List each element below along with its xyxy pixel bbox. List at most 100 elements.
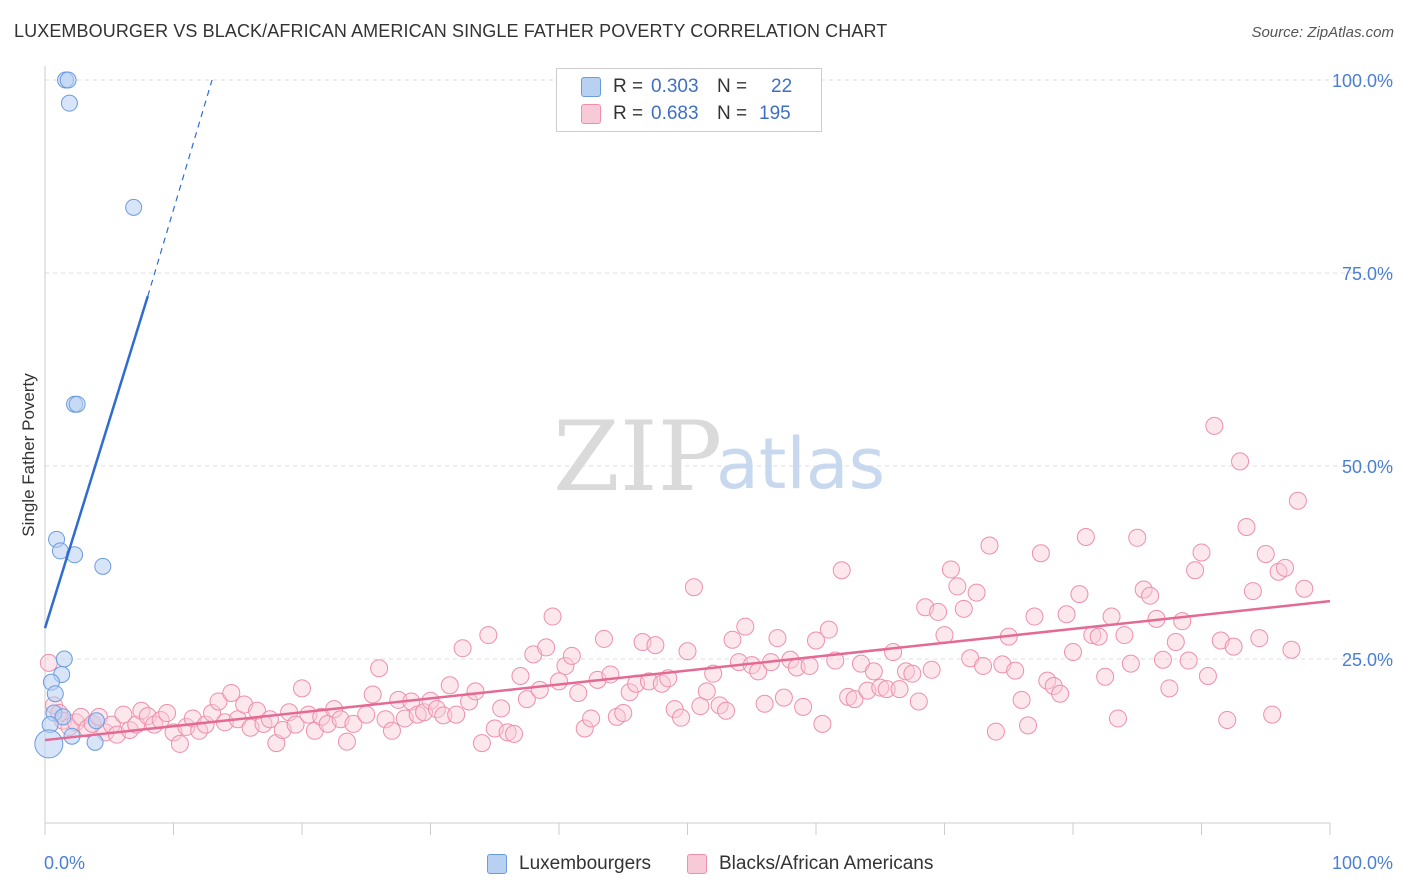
black-point [884,643,903,662]
black-point [871,678,890,697]
black-point [466,682,485,701]
black-point [1198,666,1217,685]
x-tick-label-max: 100.0% [1332,853,1393,873]
black-point [864,662,883,681]
black-point [1044,677,1063,696]
black-point [248,701,267,720]
black-point [1076,528,1095,547]
black-point [170,734,189,753]
black-point [1288,491,1307,510]
black-point [723,630,742,649]
black-point [363,685,382,704]
black-point [337,732,356,751]
legend-swatch-luxembourgers [581,77,601,97]
black-point [1006,661,1025,680]
black-point [697,682,716,701]
black-point [755,694,774,713]
black-point [672,708,691,727]
tick-labels: 25.0% 50.0% 75.0% 100.0% 0.0% 100.0% [44,71,1393,873]
black-point [1070,585,1089,604]
black-point [614,704,633,723]
black-point [768,629,787,648]
black-point [813,714,832,733]
black-point [537,638,556,657]
watermark-zip: ZIP [553,401,722,513]
legend-row-blacks: R = 0.683 N = 195 [581,101,791,127]
legend-r-value: 0.303 [651,76,699,97]
black-point [948,577,967,596]
black-point [556,656,575,675]
x-tick-label-min: 0.0% [44,853,85,873]
black-point [594,629,613,648]
black-point [1282,640,1301,659]
black-point [1205,416,1224,435]
bottom-legend-luxembourgers: Luxembourgers [487,852,651,876]
black-point [1276,558,1295,577]
black-point [505,724,524,743]
black-point [832,561,851,580]
black-point [980,536,999,555]
black-point [909,692,928,711]
black-point [794,697,813,716]
black-point [954,599,973,618]
luxembourger-trend-line [43,295,149,629]
y-tick-label: 50.0% [1342,457,1393,477]
black-point [492,699,511,718]
legend-swatch-blacks [581,104,601,124]
black-point [440,676,459,695]
black-trend-line [44,599,1331,742]
black-point [114,705,133,724]
black-point [845,690,864,709]
black-point [286,715,305,734]
legend-r-label: R = [613,103,644,124]
black-point [1115,626,1134,645]
black-point [453,639,472,658]
black-point [569,683,588,702]
black-point [1102,607,1121,626]
black-point [736,617,755,636]
bottom-swatch-blacks [687,854,707,874]
black-point [376,710,395,729]
black-point [903,664,922,683]
black-point [922,660,941,679]
black-point [158,704,177,723]
black-point [447,705,466,724]
black-point [1096,667,1115,686]
black-point [357,705,376,724]
black-point [479,626,498,645]
black-point [562,646,581,665]
black-point [39,653,58,672]
black-point [1218,710,1237,729]
black-point [575,719,594,738]
black-point [582,709,601,728]
luxembourger-point [59,71,77,89]
trend-lines [43,79,1331,742]
y-tick-label: 100.0% [1332,71,1393,91]
chart-title: LUXEMBOURGER VS BLACK/AFRICAN AMERICAN S… [14,21,888,41]
black-point [511,666,530,685]
black-point [1051,684,1070,703]
black-point [1166,633,1185,652]
black-point [550,672,568,691]
black-point [344,714,363,733]
y-tick-label: 75.0% [1342,264,1393,284]
black-point [1153,650,1172,669]
black-point [974,656,993,675]
bottom-swatch-luxembourgers [487,854,507,874]
legend-n-value: 22 [771,76,793,97]
black-point [1179,651,1198,670]
black-point [1108,709,1127,728]
black-point [1231,452,1250,471]
bottom-legend-blacks: Blacks/African Americans [687,852,933,876]
axes [44,66,1331,835]
black-point [1019,716,1038,735]
black-point [684,578,703,597]
black-point [434,706,453,725]
black-point [517,690,536,709]
luxembourger-point [55,650,73,668]
luxembourger-points [34,71,143,759]
black-point [1057,605,1076,624]
black-point [986,722,1005,741]
bottom-legend-label-luxembourgers: Luxembourgers [519,853,652,874]
